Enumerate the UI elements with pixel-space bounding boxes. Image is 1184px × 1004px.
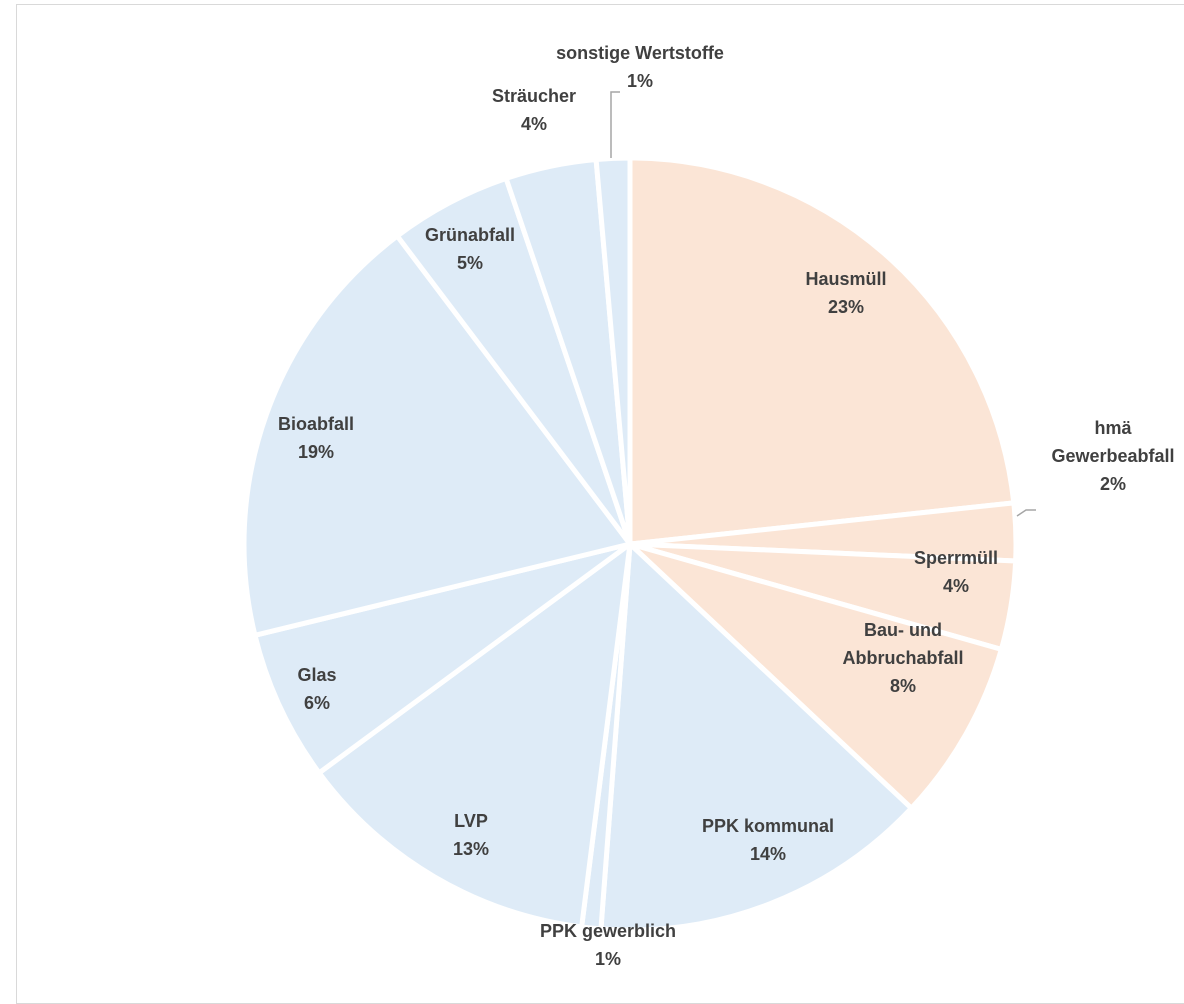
slice-name: Abbruchabfall [842,648,963,668]
slice-label: PPK gewerblich 1% [540,921,676,969]
slice-percent: 2% [1100,474,1126,494]
slice-percent: 13% [453,839,489,859]
pie-slice [241,233,633,638]
pie-slice [598,541,914,933]
slice-name: Sträucher [492,86,576,106]
slice-percent: 14% [750,844,786,864]
slice-percent: 4% [521,114,547,134]
pie-slice [627,155,1017,547]
slice-name: Grünabfall [425,225,515,245]
slice-name: Glas [297,665,336,685]
slice-label: Hausmüll 23% [805,269,886,317]
slice-label: LVP 13% [453,811,489,859]
slice-label: Bioabfall 19% [278,414,354,462]
slice-name: hmä [1094,418,1132,438]
slice-name: Hausmüll [805,269,886,289]
slice-percent: 4% [943,576,969,596]
slice-label: hmä Gewerbeabfall 2% [1051,418,1174,494]
slice-label: Sperrmüll 4% [914,548,998,596]
pie-slice [593,155,633,547]
slice-name: Bioabfall [278,414,354,434]
slice-name: sonstige Wertstoffe [556,43,724,63]
slice-name: LVP [454,811,488,831]
slice-percent: 5% [457,253,483,273]
slice-label: Bau- und Abbruchabfall 8% [842,620,963,696]
pie-slice [316,541,633,930]
slice-percent: 19% [298,442,334,462]
slice-percent: 6% [304,693,330,713]
slice-percent: 23% [828,297,864,317]
slice-name: Sperrmüll [914,548,998,568]
slice-label: Grünabfall 5% [425,225,515,273]
pie-slice [627,541,1004,811]
slice-label: sonstige Wertstoffe 1% [556,43,724,91]
slice-percent: 8% [890,676,916,696]
slice-name: Gewerbeabfall [1051,446,1174,466]
slice-percent: 1% [627,71,653,91]
slice-percent: 1% [595,949,621,969]
slice-label: Glas 6% [297,665,336,713]
pie-slice [252,541,633,776]
slice-label: PPK kommunal 14% [702,816,834,864]
leader-line [1016,509,1036,517]
slice-name: PPK gewerblich [540,921,676,941]
leader-line [610,91,620,158]
slice-name: Bau- und [864,620,942,640]
slice-label: Sträucher 4% [492,86,576,134]
slice-name: PPK kommunal [702,816,834,836]
